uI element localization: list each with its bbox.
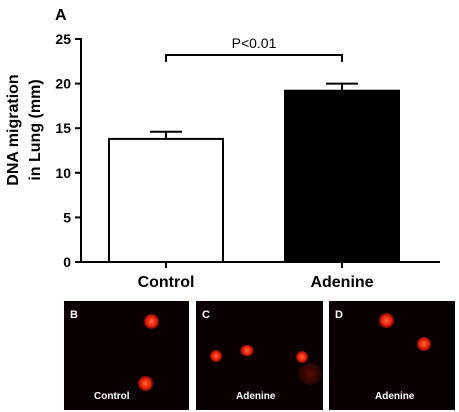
comet-nucleus	[417, 337, 431, 351]
micrograph-c: C Adenine	[196, 301, 323, 410]
y-tick-label: 5	[63, 209, 71, 225]
bar-chart: A DNA migration in Lung (mm) 0510152025 …	[5, 7, 440, 291]
bar-adenine	[284, 89, 400, 264]
comet-nucleus	[144, 314, 159, 329]
y-tick-label: 15	[55, 120, 71, 136]
bar-control	[108, 137, 224, 264]
x-tick-label: Adenine	[310, 274, 373, 291]
y-tick-label: 20	[55, 76, 71, 92]
micrograph-b-caption: Control	[94, 391, 130, 402]
comet-nucleus	[138, 376, 153, 391]
panel-label: A	[55, 7, 67, 24]
significance-label: P<0.01	[232, 35, 277, 51]
comet-nucleus	[379, 313, 394, 328]
comet-nucleus	[296, 351, 308, 363]
micrograph-c-letter: C	[202, 309, 210, 321]
y-axis-label-line-2: in Lung (mm)	[27, 79, 44, 180]
x-tick-label: Control	[138, 274, 195, 291]
significance-bracket	[165, 54, 343, 62]
micrograph-b-letter: B	[70, 309, 78, 321]
comet-nucleus	[240, 345, 254, 356]
micrograph-d: D Adenine	[329, 301, 455, 410]
y-axis-label-line-1: DNA migration	[5, 74, 22, 185]
micrograph-d-letter: D	[335, 309, 343, 321]
micrograph-c-caption: Adenine	[236, 391, 276, 402]
y-tick-label: 25	[55, 31, 71, 47]
y-tick-label: 10	[55, 165, 71, 181]
comet-tail	[298, 363, 322, 385]
comet-nucleus	[210, 350, 222, 362]
micrograph-d-caption: Adenine	[375, 391, 415, 402]
micrograph-b: B Control	[64, 301, 189, 410]
y-tick-label: 0	[63, 254, 71, 270]
